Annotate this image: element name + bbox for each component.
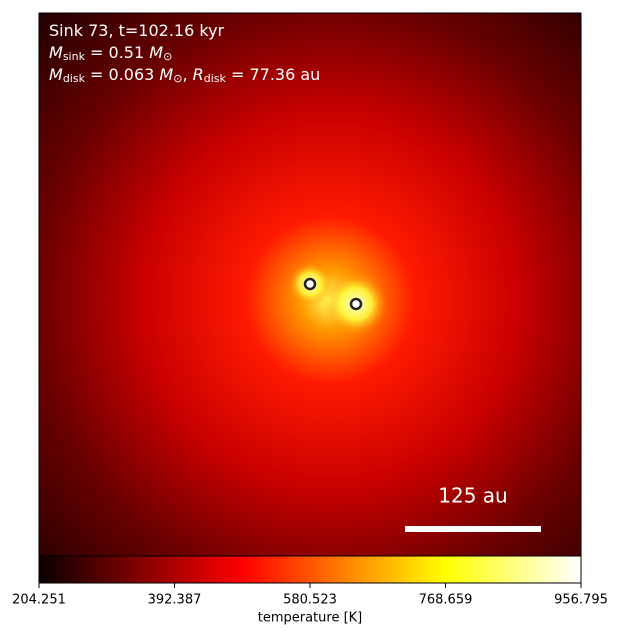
annotation-part: M — [149, 43, 163, 62]
annotation-part: R — [193, 65, 204, 84]
annotation-part: , — [182, 65, 192, 84]
scale-bar-label: 125 au — [438, 484, 507, 508]
tick-label: 580.523 — [283, 593, 337, 608]
annotation-part: disk — [204, 72, 227, 85]
scale-bar — [405, 526, 541, 532]
annotation: Sink 73, t=102.16 kyr — [49, 21, 225, 40]
colorbar-label: temperature [K] — [258, 611, 363, 626]
sink-marker — [303, 277, 317, 291]
colorbar — [38, 555, 582, 584]
annotation-part: = 77.36 au — [226, 65, 320, 84]
tick-label: 768.659 — [419, 593, 473, 608]
annotation-part: disk — [63, 72, 86, 85]
tick-label: 204.251 — [12, 593, 66, 608]
sink-marker — [349, 297, 363, 311]
annotation-part: ⊙ — [173, 72, 182, 85]
annotation-part: Sink 73, t=102.16 kyr — [49, 21, 225, 40]
annotation: Msink = 0.51 M⊙ — [49, 43, 172, 64]
tick-label: 956.795 — [554, 593, 608, 608]
annotation-part: sink — [63, 50, 86, 63]
annotation-part: M — [49, 43, 63, 62]
tick-label: 392.387 — [148, 593, 202, 608]
annotation: Mdisk = 0.063 M⊙, Rdisk = 77.36 au — [49, 65, 320, 86]
annotation-part: M — [49, 65, 63, 84]
annotation-part: = 0.063 — [85, 65, 159, 84]
annotation-part: ⊙ — [163, 50, 172, 63]
annotation-part: M — [159, 65, 173, 84]
annotation-part: = 0.51 — [85, 43, 149, 62]
